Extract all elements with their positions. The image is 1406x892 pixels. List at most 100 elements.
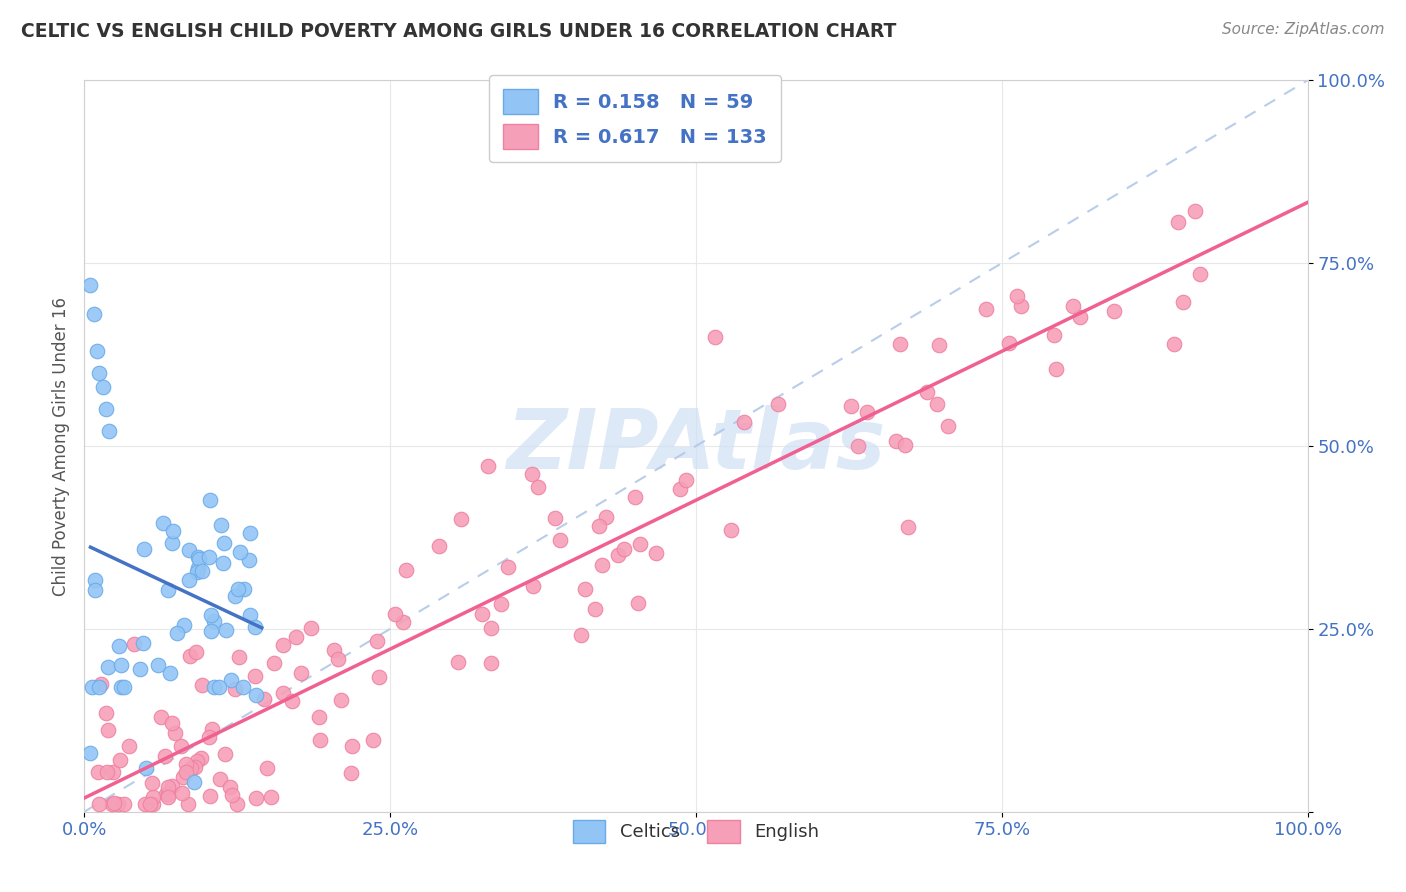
Point	[884, 434, 907, 448]
Point	[94, 706, 117, 720]
Point	[202, 614, 225, 628]
Point	[253, 692, 276, 706]
Point	[190, 751, 212, 765]
Point	[479, 656, 502, 670]
Point	[159, 665, 181, 680]
Point	[214, 747, 236, 761]
Point	[889, 337, 911, 351]
Point	[176, 797, 198, 812]
Point	[329, 693, 352, 707]
Point	[146, 658, 169, 673]
Point	[79, 278, 101, 293]
Point	[110, 658, 132, 673]
Point	[224, 589, 246, 603]
Point	[733, 415, 755, 429]
Point	[139, 797, 162, 812]
Point	[187, 561, 209, 575]
Point	[928, 338, 950, 352]
Point	[107, 797, 129, 812]
Point	[340, 766, 363, 780]
Point	[256, 761, 278, 775]
Point	[179, 649, 201, 664]
Point	[172, 770, 194, 784]
Point	[363, 733, 385, 747]
Point	[471, 607, 494, 621]
Point	[91, 380, 114, 394]
Point	[1167, 215, 1189, 229]
Point	[613, 541, 636, 556]
Point	[496, 560, 519, 574]
Point	[118, 739, 141, 753]
Point	[627, 596, 650, 610]
Point	[86, 343, 108, 358]
Point	[669, 483, 692, 497]
Point	[166, 626, 188, 640]
Point	[157, 780, 180, 794]
Point	[839, 400, 862, 414]
Point	[186, 565, 208, 579]
Point	[260, 789, 283, 804]
Point	[187, 550, 209, 565]
Point	[87, 797, 110, 812]
Point	[271, 639, 294, 653]
Point	[328, 652, 350, 666]
Point	[211, 556, 233, 570]
Point	[84, 573, 107, 587]
Point	[219, 673, 242, 687]
Point	[87, 366, 110, 380]
Point	[200, 608, 222, 623]
Text: CELTIC VS ENGLISH CHILD POVERTY AMONG GIRLS UNDER 16 CORRELATION CHART: CELTIC VS ENGLISH CHILD POVERTY AMONG GI…	[21, 22, 897, 41]
Point	[128, 662, 150, 676]
Point	[112, 681, 135, 695]
Point	[172, 787, 194, 801]
Point	[392, 615, 415, 630]
Point	[1043, 327, 1066, 342]
Point	[134, 541, 156, 556]
Point	[548, 533, 571, 548]
Point	[290, 666, 312, 681]
Point	[79, 746, 101, 760]
Point	[162, 779, 184, 793]
Point	[927, 397, 949, 411]
Point	[80, 681, 103, 695]
Point	[1010, 299, 1032, 313]
Point	[976, 301, 998, 316]
Point	[232, 681, 254, 695]
Legend: Celtics, English: Celtics, English	[565, 813, 827, 850]
Point	[155, 749, 177, 764]
Point	[177, 573, 200, 587]
Point	[160, 716, 183, 731]
Point	[1062, 299, 1084, 313]
Point	[998, 336, 1021, 351]
Point	[200, 624, 222, 638]
Point	[323, 642, 346, 657]
Point	[569, 628, 592, 642]
Point	[238, 553, 260, 567]
Point	[1069, 310, 1091, 324]
Point	[174, 764, 197, 779]
Point	[141, 776, 163, 790]
Point	[595, 510, 617, 524]
Point	[122, 637, 145, 651]
Point	[543, 511, 565, 525]
Point	[1163, 337, 1185, 351]
Point	[86, 765, 108, 780]
Point	[299, 621, 322, 635]
Point	[239, 525, 262, 540]
Point	[915, 384, 938, 399]
Point	[245, 669, 267, 683]
Point	[87, 681, 110, 695]
Point	[239, 607, 262, 622]
Point	[191, 565, 214, 579]
Point	[97, 660, 120, 674]
Point	[214, 623, 236, 637]
Point	[366, 633, 388, 648]
Point	[936, 418, 959, 433]
Point	[224, 681, 246, 696]
Point	[186, 754, 208, 768]
Point	[83, 582, 105, 597]
Point	[226, 797, 249, 812]
Point	[226, 582, 249, 596]
Point	[675, 473, 697, 487]
Point	[219, 780, 242, 794]
